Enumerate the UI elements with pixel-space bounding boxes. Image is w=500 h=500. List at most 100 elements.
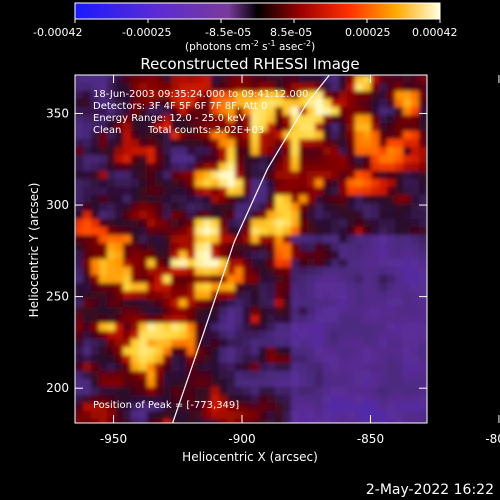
heatmap-cell: [107, 91, 116, 100]
heatmap-cell: [123, 131, 132, 140]
heatmap-cell: [259, 243, 268, 252]
heatmap-cell: [219, 179, 228, 188]
heatmap-cell: [131, 211, 140, 220]
heatmap-cell: [179, 371, 188, 380]
heatmap-cell: [219, 227, 228, 236]
heatmap-cell: [115, 339, 124, 348]
heatmap-cell: [259, 171, 268, 180]
heatmap-cell: [355, 139, 364, 148]
heatmap-cell: [211, 259, 220, 268]
heatmap-cell: [395, 363, 404, 372]
heatmap-cell: [299, 283, 308, 292]
colorbar-tick-label: -0.00042: [33, 26, 82, 39]
heatmap-cell: [227, 323, 236, 332]
heatmap-cell: [131, 275, 140, 284]
heatmap-cell: [147, 147, 156, 156]
heatmap-cell: [187, 411, 196, 420]
heatmap-cell: [267, 139, 276, 148]
heatmap-cell: [139, 171, 148, 180]
heatmap-cell: [347, 259, 356, 268]
heatmap-cell: [379, 355, 388, 364]
heatmap-cell: [307, 227, 316, 236]
heatmap-cell: [179, 203, 188, 212]
heatmap-cell: [91, 371, 100, 380]
heatmap-cell: [187, 179, 196, 188]
heatmap-cell: [227, 315, 236, 324]
heatmap-cell: [403, 91, 412, 100]
heatmap-cell: [235, 275, 244, 284]
heatmap-cell: [75, 363, 84, 372]
heatmap-cell: [243, 195, 252, 204]
heatmap-cell: [267, 155, 276, 164]
heatmap-cell: [251, 291, 260, 300]
heatmap-cell: [243, 299, 252, 308]
heatmap-cell: [339, 227, 348, 236]
heatmap-cell: [211, 379, 220, 388]
heatmap-cell: [107, 131, 116, 140]
heatmap-cell: [251, 387, 260, 396]
heatmap-cell: [411, 403, 420, 412]
heatmap-cell: [83, 243, 92, 252]
heatmap-cell: [267, 403, 276, 412]
heatmap-cell: [291, 163, 300, 172]
heatmap-cell: [275, 315, 284, 324]
heatmap-cell: [283, 403, 292, 412]
heatmap-cell: [267, 347, 276, 356]
heatmap-cell: [291, 371, 300, 380]
heatmap-cell: [139, 91, 148, 100]
heatmap-cell: [315, 243, 324, 252]
heatmap-cell: [219, 123, 228, 132]
heatmap-cell: [387, 323, 396, 332]
heatmap-cell: [403, 83, 412, 92]
heatmap-cell: [395, 219, 404, 228]
heatmap-cell: [83, 195, 92, 204]
heatmap-cell: [83, 331, 92, 340]
heatmap-cell: [147, 219, 156, 228]
heatmap-cell: [155, 275, 164, 284]
heatmap-cell: [283, 187, 292, 196]
heatmap-cell: [115, 83, 124, 92]
heatmap-cell: [203, 195, 212, 204]
heatmap-cell: [243, 275, 252, 284]
heatmap-cell: [283, 299, 292, 308]
heatmap-cell: [299, 139, 308, 148]
heatmap-cell: [227, 379, 236, 388]
heatmap-cell: [195, 115, 204, 124]
heatmap-cell: [219, 251, 228, 260]
heatmap-cell: [411, 155, 420, 164]
heatmap-cell: [283, 363, 292, 372]
heatmap-cell: [139, 403, 148, 412]
heatmap-cell: [219, 259, 228, 268]
heatmap-cell: [331, 315, 340, 324]
heatmap-cell: [219, 235, 228, 244]
heatmap-cell: [299, 307, 308, 316]
heatmap-cell: [355, 275, 364, 284]
heatmap-cell: [339, 387, 348, 396]
heatmap-cell: [83, 187, 92, 196]
heatmap-cell: [235, 211, 244, 220]
heatmap-cell: [203, 267, 212, 276]
heatmap-cell: [331, 75, 340, 84]
heatmap-cell: [411, 419, 420, 423]
heatmap-cell: [227, 411, 236, 420]
heatmap-cell: [363, 155, 372, 164]
heatmap-cell: [283, 115, 292, 124]
heatmap-cell: [339, 267, 348, 276]
heatmap-cell: [179, 363, 188, 372]
heatmap-cell: [211, 291, 220, 300]
heatmap-cell: [379, 323, 388, 332]
heatmap-cell: [267, 203, 276, 212]
heatmap-cell: [187, 291, 196, 300]
heatmap-cell: [267, 307, 276, 316]
heatmap-cell: [211, 363, 220, 372]
heatmap-cell: [107, 147, 116, 156]
heatmap-cell: [339, 235, 348, 244]
heatmap-cell: [307, 291, 316, 300]
heatmap-cell: [99, 171, 108, 180]
heatmap-cell: [323, 299, 332, 308]
heatmap-cell: [163, 411, 172, 420]
heatmap-cell: [75, 131, 84, 140]
heatmap-cell: [259, 331, 268, 340]
heatmap-cell: [395, 411, 404, 420]
heatmap-cell: [155, 179, 164, 188]
